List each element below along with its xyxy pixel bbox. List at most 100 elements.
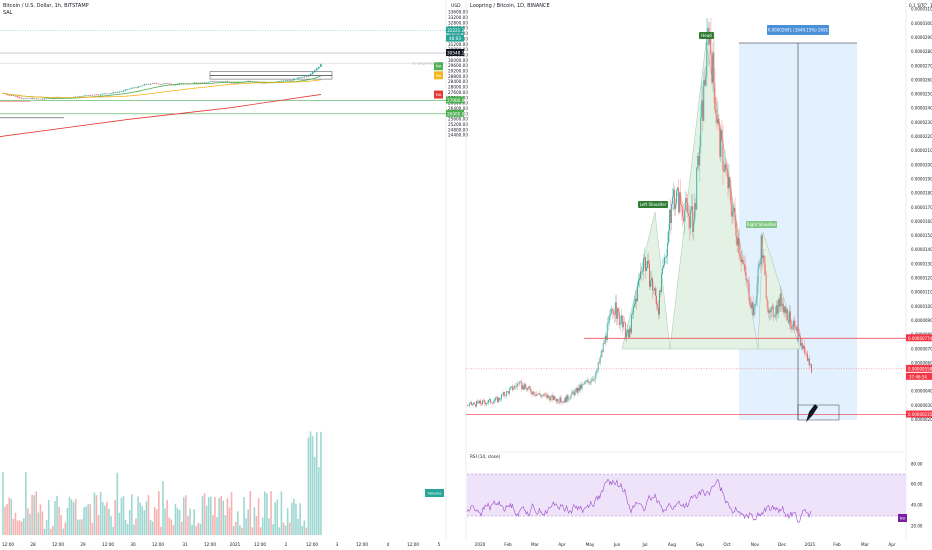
right-candle [533, 391, 535, 395]
right-candle [611, 308, 613, 311]
right-candle [678, 187, 680, 213]
left-volume-bar [41, 511, 44, 535]
right-candle [809, 364, 811, 365]
right-candle [772, 306, 774, 317]
right-candle [657, 304, 658, 308]
left-ma-badge-text: MA [436, 92, 442, 97]
left-volume-bar [118, 512, 121, 535]
left-price-tick: 28400.00 [448, 79, 468, 84]
right-candle [806, 353, 808, 361]
measure-label: 0.00002691 (1649.15%) 2691 [768, 28, 829, 33]
left-candle [110, 93, 112, 94]
left-unit-label: USD [451, 3, 461, 9]
right-candle [572, 391, 574, 393]
left-candle [16, 96, 19, 98]
left-candle [108, 93, 110, 95]
right-candle [483, 400, 484, 401]
right-candle [662, 267, 663, 275]
left-candle [116, 92, 119, 93]
left-time-tick: 12:00 [254, 542, 266, 547]
right-candle [725, 164, 727, 169]
right-candle [617, 308, 619, 313]
right-candle [726, 168, 728, 171]
left-time-tick: 30 [130, 542, 136, 547]
right-candle [526, 387, 528, 391]
left-candle [297, 77, 299, 79]
right-price-tick: 0.00002500 [911, 92, 932, 97]
left-candle [49, 98, 52, 99]
right-candle [540, 394, 542, 397]
left-last-price-text: 32221.28 [447, 28, 467, 33]
right-time-tick: Jun [613, 542, 621, 547]
left-countdown-badge [446, 34, 464, 42]
right-candle [760, 235, 762, 265]
left-volume-bar [153, 507, 156, 535]
left-level-badge [446, 48, 464, 56]
left-volume-bar [39, 504, 42, 535]
rsi-tick: 40.00 [911, 503, 923, 508]
right-candle [470, 402, 471, 404]
left-volume-bar [162, 481, 164, 535]
right-candle [601, 351, 603, 353]
right-candle [478, 402, 479, 404]
right-candle [640, 271, 641, 279]
right-price-tick: 0.00001700 [911, 205, 932, 210]
left-candle [77, 96, 79, 98]
right-candle [693, 221, 695, 233]
left-volume-bar [230, 492, 233, 535]
right-candle [468, 405, 469, 407]
btc-usd-chart[interactable]: USD33600.0033200.0032800.0032400.0032000… [0, 0, 468, 547]
right-candle [695, 203, 697, 210]
right-candle [692, 206, 694, 233]
left-price-tick: 29200.00 [448, 69, 468, 74]
right-candle [621, 315, 623, 328]
right-candle [571, 391, 573, 395]
right-candle [744, 264, 746, 273]
left-time-tick: 4 [387, 542, 390, 547]
left-volume-bar [91, 522, 94, 535]
left-volume-bar [89, 504, 92, 535]
left-volume-bar [133, 524, 135, 535]
left-volume-bar [276, 499, 279, 535]
right-candle [758, 263, 760, 268]
right-candle [799, 336, 801, 346]
right-candle [745, 272, 747, 281]
left-volume-bar [199, 523, 202, 535]
right-candle [783, 306, 785, 313]
right-candle [665, 257, 666, 258]
left-volume-bar [8, 497, 11, 535]
right-candle [702, 100, 704, 122]
right-candle [573, 392, 575, 396]
right-candle [784, 306, 786, 314]
right-candle [599, 356, 601, 363]
right-price-tick: 0.00002900 [911, 35, 932, 40]
rsi-tick: 60.00 [911, 482, 923, 487]
right-candle [661, 274, 662, 292]
left-volume-bar [261, 517, 264, 535]
left-volume-bar [33, 495, 35, 535]
right-candle [769, 310, 771, 313]
right-candle [643, 259, 644, 272]
lrc-btc-chart[interactable]: 0.1 'BTC' .100.00003100 0.00003000 0.00002… [465, 0, 932, 547]
left-candle [197, 82, 200, 84]
right-candle [673, 189, 675, 197]
right-candle [690, 209, 692, 228]
left-candle [10, 95, 13, 96]
left-volume-bar [237, 511, 239, 535]
left-volume-bar [141, 506, 143, 535]
right-candle [622, 321, 624, 328]
left-candle [27, 98, 29, 99]
right-candle [701, 100, 703, 118]
right-price-tick: 0.00002100 [911, 148, 932, 153]
right-candle [563, 401, 565, 403]
left-volume-bar [214, 497, 216, 535]
left-volume-bar [228, 507, 231, 535]
right-candle [522, 385, 524, 390]
left-volume-bar [95, 495, 98, 535]
left-volume-bar [286, 508, 289, 535]
right-candle [682, 206, 684, 217]
right-candle [505, 395, 507, 396]
right-candle [669, 209, 670, 231]
left-volume-bar [29, 513, 31, 535]
